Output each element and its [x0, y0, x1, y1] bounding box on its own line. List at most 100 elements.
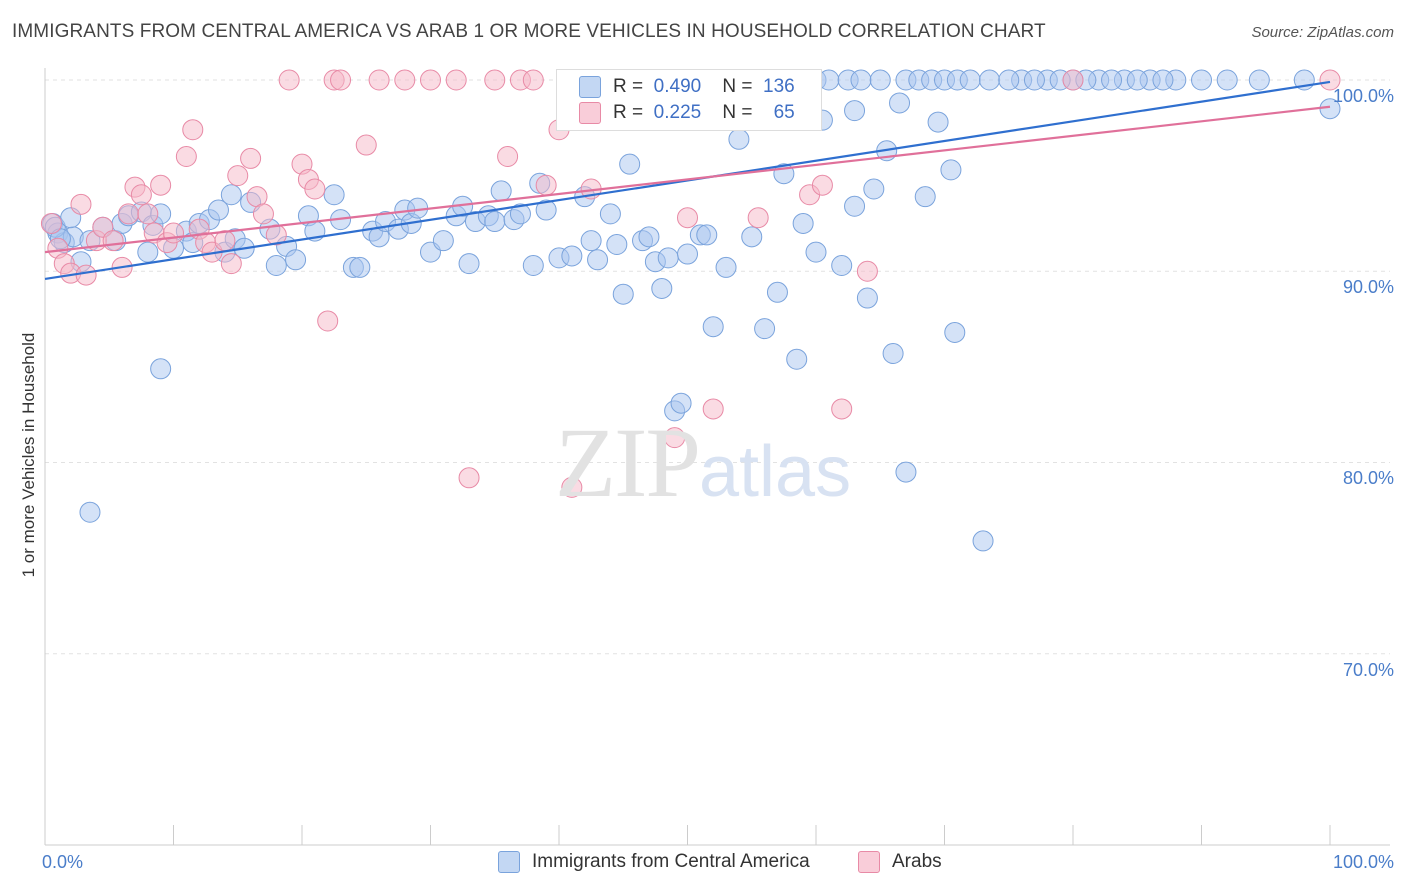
- point-central-america: [522, 255, 544, 277]
- point-arabs: [535, 174, 557, 196]
- watermark-zip: ZIP: [555, 407, 701, 518]
- point-central-america: [432, 230, 454, 252]
- point-arabs: [484, 69, 506, 91]
- point-central-america: [786, 348, 808, 370]
- point-central-america: [944, 321, 966, 343]
- y-tick-label: 100.0%: [1332, 86, 1394, 106]
- r-value: 0.225: [653, 102, 702, 123]
- point-central-america: [207, 199, 229, 221]
- point-arabs: [102, 230, 124, 252]
- point-central-america: [696, 224, 718, 246]
- point-central-america: [702, 316, 724, 338]
- point-central-america: [869, 69, 891, 91]
- point-central-america: [220, 184, 242, 206]
- point-arabs: [1062, 69, 1084, 91]
- point-central-america: [657, 247, 679, 269]
- y-tick-label: 90.0%: [1342, 277, 1394, 297]
- point-central-america: [509, 203, 531, 225]
- point-arabs: [278, 69, 300, 91]
- point-central-america: [805, 241, 827, 263]
- point-central-america: [1248, 69, 1270, 91]
- point-arabs: [664, 427, 686, 449]
- point-central-america: [651, 277, 673, 299]
- point-central-america: [998, 69, 1020, 91]
- point-central-america: [728, 128, 750, 150]
- point-arabs: [747, 207, 769, 229]
- point-central-america: [766, 281, 788, 303]
- source-credit: Source: ZipAtlas.com: [1251, 24, 1394, 41]
- x-tick-label-left: 0.0%: [42, 852, 84, 872]
- point-central-america: [150, 358, 172, 380]
- point-arabs: [317, 310, 339, 332]
- point-central-america: [587, 249, 609, 271]
- point-central-america: [285, 249, 307, 271]
- point-central-america: [612, 283, 634, 305]
- point-central-america: [844, 100, 866, 122]
- series-legend: Immigrants from Central America Arabs: [0, 851, 1406, 879]
- point-arabs: [220, 253, 242, 275]
- point-central-america: [677, 243, 698, 265]
- x-tick-label-right: 100.0%: [1332, 852, 1394, 872]
- point-arabs: [182, 119, 204, 141]
- point-arabs: [330, 69, 352, 91]
- trendline-arabs: [44, 105, 1331, 254]
- legend-item-arabs[interactable]: Arabs: [858, 851, 942, 873]
- point-arabs: [561, 476, 583, 498]
- n-label: N =: [722, 76, 753, 97]
- point-arabs: [240, 147, 262, 169]
- point-central-america: [978, 69, 1000, 91]
- point-arabs: [831, 398, 853, 420]
- r-label: R =: [613, 102, 644, 123]
- y-axis-label: 1 or more Vehicles in Household: [19, 332, 38, 578]
- point-central-america: [1023, 69, 1045, 91]
- point-arabs: [677, 207, 698, 229]
- chart-title: IMMIGRANTS FROM CENTRAL AMERICA VS ARAB …: [12, 21, 1046, 42]
- point-arabs: [130, 184, 152, 206]
- point-central-america: [844, 195, 866, 217]
- point-central-america: [715, 256, 737, 278]
- point-central-america: [1101, 69, 1123, 91]
- point-central-america: [959, 69, 981, 91]
- point-central-america: [619, 153, 641, 175]
- point-central-america: [606, 233, 628, 255]
- point-arabs: [420, 69, 441, 91]
- point-arabs: [118, 203, 140, 225]
- point-central-america: [490, 180, 512, 202]
- correlation-legend: R = 0.490 N = 136 R = 0.225 N = 65: [556, 69, 822, 131]
- point-central-america: [889, 92, 911, 114]
- point-central-america: [265, 255, 287, 277]
- point-central-america: [1152, 69, 1174, 91]
- point-central-america: [741, 226, 763, 248]
- point-central-america: [137, 241, 159, 263]
- point-arabs: [497, 146, 519, 167]
- y-tick-label: 70.0%: [1342, 660, 1394, 680]
- point-arabs: [355, 134, 377, 156]
- point-central-america: [561, 245, 583, 267]
- legend-label: Immigrants from Central America: [532, 851, 810, 872]
- point-central-america: [323, 184, 345, 206]
- point-arabs: [856, 260, 878, 282]
- point-arabs: [394, 69, 416, 91]
- point-central-america: [349, 256, 371, 278]
- point-central-america: [599, 203, 621, 225]
- point-central-america: [895, 461, 917, 483]
- r-value: 0.490: [653, 76, 702, 97]
- point-central-america: [670, 392, 692, 414]
- point-arabs: [522, 69, 544, 91]
- point-arabs: [70, 193, 92, 215]
- legend-item-central-america[interactable]: Immigrants from Central America: [498, 851, 810, 873]
- point-arabs: [368, 69, 390, 91]
- point-central-america: [580, 230, 602, 252]
- point-central-america: [882, 342, 904, 364]
- point-arabs: [40, 212, 62, 234]
- point-central-america: [927, 111, 949, 133]
- point-central-america: [1126, 69, 1148, 91]
- point-arabs: [304, 178, 326, 200]
- point-arabs: [227, 165, 249, 187]
- point-arabs: [137, 203, 159, 225]
- point-central-america: [1191, 69, 1212, 91]
- n-value: 136: [763, 76, 795, 97]
- watermark: ZIPatlas: [555, 405, 851, 520]
- point-arabs: [811, 174, 833, 196]
